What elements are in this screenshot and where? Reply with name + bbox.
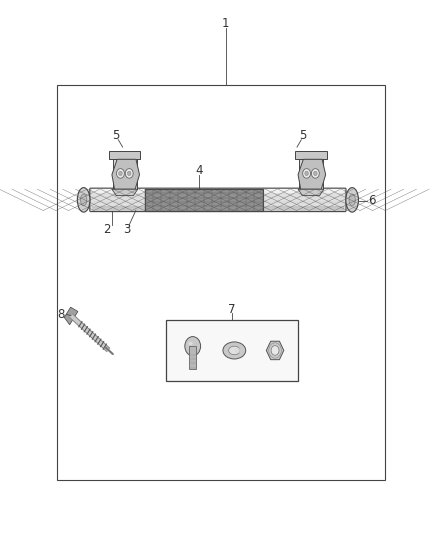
Circle shape	[119, 171, 122, 175]
Text: 8: 8	[57, 308, 65, 321]
Text: 4: 4	[195, 164, 203, 177]
Ellipse shape	[188, 342, 193, 345]
Bar	[57, 85, 385, 480]
Bar	[145, 189, 263, 211]
Text: 1: 1	[222, 18, 230, 30]
Bar	[166, 320, 298, 381]
Bar	[113, 159, 137, 189]
Ellipse shape	[223, 342, 246, 359]
Text: 2: 2	[103, 223, 111, 236]
Bar	[299, 159, 323, 189]
Bar	[189, 346, 196, 369]
Circle shape	[311, 168, 319, 178]
Ellipse shape	[78, 188, 90, 212]
Polygon shape	[298, 159, 325, 189]
Ellipse shape	[346, 188, 358, 212]
Polygon shape	[112, 159, 139, 189]
Circle shape	[127, 171, 131, 175]
Text: 5: 5	[300, 130, 307, 142]
Bar	[109, 151, 140, 159]
Text: 3: 3	[124, 223, 131, 236]
Circle shape	[185, 337, 201, 356]
Circle shape	[125, 168, 133, 178]
Circle shape	[314, 171, 317, 175]
Polygon shape	[112, 189, 138, 196]
Circle shape	[271, 346, 279, 356]
Polygon shape	[298, 189, 324, 196]
Text: 5: 5	[113, 130, 120, 142]
Bar	[92, 189, 344, 193]
Ellipse shape	[349, 194, 355, 206]
Bar	[145, 189, 263, 211]
Bar	[295, 151, 326, 159]
Circle shape	[117, 168, 124, 178]
Text: 7: 7	[228, 303, 236, 316]
Polygon shape	[64, 307, 78, 325]
Ellipse shape	[229, 346, 240, 355]
Ellipse shape	[81, 194, 87, 206]
Circle shape	[303, 168, 311, 178]
Circle shape	[305, 171, 308, 175]
FancyBboxPatch shape	[90, 188, 346, 212]
Ellipse shape	[234, 348, 241, 353]
Bar	[92, 206, 344, 211]
Text: 6: 6	[368, 195, 375, 207]
